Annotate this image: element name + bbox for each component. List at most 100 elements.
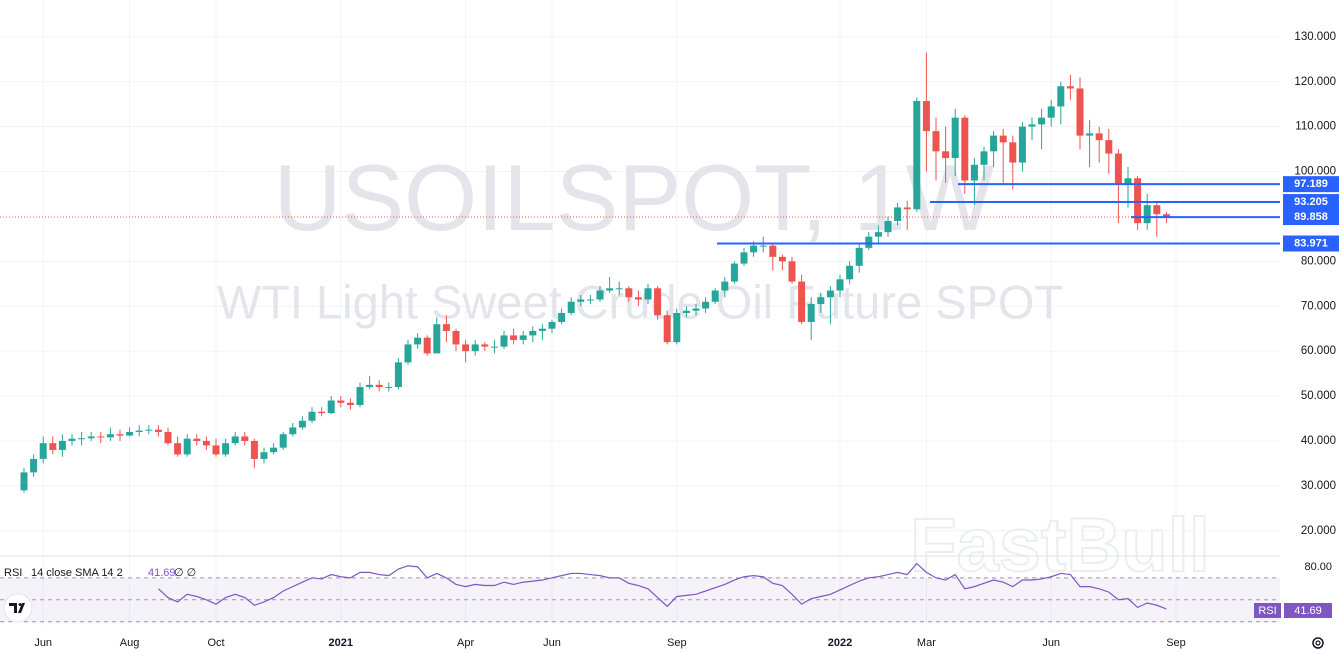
candle-body	[1134, 178, 1142, 224]
candle-body	[20, 472, 28, 491]
plot	[0, 52, 1280, 610]
candle-body	[894, 207, 902, 221]
candle-body	[826, 290, 834, 298]
candle-body	[87, 436, 95, 439]
x-tick-label: Aug	[120, 637, 140, 649]
rsi-last-box	[1284, 603, 1332, 618]
candle-body	[1047, 106, 1055, 118]
rsi-tick-label: 80.00	[1304, 561, 1332, 573]
rsi-last-value: 41.69	[1294, 605, 1322, 617]
candle-body	[817, 297, 825, 304]
candle-body	[106, 434, 114, 438]
candle-body	[740, 252, 748, 264]
candle-body	[471, 344, 479, 352]
candle-body	[500, 335, 508, 347]
candle-body	[462, 344, 470, 352]
candle-body	[279, 434, 287, 448]
y-tick-label: 70.000	[1301, 300, 1336, 312]
y-tick-label: 120.000	[1294, 76, 1336, 88]
candle-body	[836, 279, 844, 291]
horizontal-line-label: 97.189	[1294, 178, 1328, 190]
candle-body	[913, 101, 921, 210]
candle-body	[903, 207, 911, 210]
candle-body	[606, 288, 614, 291]
y-tick-label: 80.000	[1301, 255, 1336, 267]
x-tick-label: Mar	[917, 637, 936, 649]
candle-body	[865, 236, 873, 248]
rsi-value: 41.69	[148, 567, 176, 579]
x-tick-label: Sep	[1166, 637, 1186, 649]
x-tick-label: Sep	[667, 637, 687, 649]
candle-body	[922, 101, 930, 132]
candle-body	[126, 431, 134, 436]
x-tick-label: Jun	[1042, 637, 1060, 649]
candle-body	[884, 220, 892, 233]
candle-body	[116, 434, 124, 436]
candle-body	[481, 344, 489, 347]
tv-logo[interactable]	[3, 593, 33, 623]
candle-body	[58, 440, 66, 450]
horizontal-line-label: 83.971	[1294, 237, 1328, 249]
candle-body	[154, 429, 162, 432]
candle-body	[1162, 214, 1170, 218]
candle-body	[855, 247, 863, 266]
candle-body	[730, 263, 738, 282]
horizontal-line-box	[1283, 209, 1339, 226]
x-tick-label: Oct	[207, 637, 224, 649]
candle-body	[970, 164, 978, 181]
candle-body	[183, 438, 191, 455]
candle-body	[337, 400, 345, 403]
candle-body	[394, 362, 402, 388]
candle-body	[452, 330, 460, 345]
candle-body	[250, 440, 258, 459]
candle-body	[1038, 117, 1046, 125]
candle-body	[327, 400, 335, 414]
candle-body	[308, 411, 316, 421]
candle-body	[999, 135, 1007, 143]
candle-body	[990, 135, 998, 152]
candle-body	[654, 288, 662, 316]
candle-body	[423, 337, 431, 354]
candle-body	[750, 245, 758, 253]
candle-body	[1018, 126, 1026, 163]
candle-body	[874, 232, 882, 237]
rsi-legend: RSI 14 close SMA 14 2 41.69 ∅ ∅	[4, 567, 196, 579]
candle-body	[807, 303, 815, 322]
candle-body	[942, 151, 950, 159]
candle-body	[1009, 142, 1017, 163]
brand-watermark: FastBull	[910, 503, 1210, 588]
symbol-watermark: USOILSPOT, 1W	[274, 145, 995, 250]
y-tick-label: 130.000	[1294, 31, 1336, 43]
candle-body	[1114, 153, 1122, 185]
settings-icon[interactable]	[1312, 637, 1324, 649]
y-tick-label: 60.000	[1301, 345, 1336, 357]
candle-body	[212, 445, 220, 455]
candle-body	[625, 288, 633, 298]
y-tick-label: 110.000	[1295, 121, 1336, 133]
candle-body	[932, 131, 940, 152]
candle-body	[385, 387, 393, 389]
rsi-badge-name: RSI	[1258, 605, 1276, 617]
candle-body	[596, 290, 604, 300]
candle-body	[586, 299, 594, 301]
candle-body	[231, 436, 239, 444]
candle-body	[769, 245, 777, 257]
candle-body	[846, 265, 854, 280]
candle-body	[164, 431, 172, 444]
candle-body	[270, 447, 278, 453]
candle-body	[798, 281, 806, 322]
y-tick-label: 100.000	[1294, 166, 1336, 178]
candle-body	[663, 315, 671, 343]
candle-body	[759, 245, 767, 247]
candle-body	[145, 429, 153, 431]
rsi-extra: ∅ ∅	[174, 567, 196, 579]
candle-body	[490, 346, 498, 348]
candle-body	[174, 443, 182, 455]
candle-body	[135, 430, 143, 432]
horizontal-line-box	[1283, 235, 1339, 252]
candle-body	[30, 458, 38, 473]
rsi-name: RSI	[4, 567, 22, 579]
horizontal-line-label: 89.858	[1294, 211, 1328, 223]
